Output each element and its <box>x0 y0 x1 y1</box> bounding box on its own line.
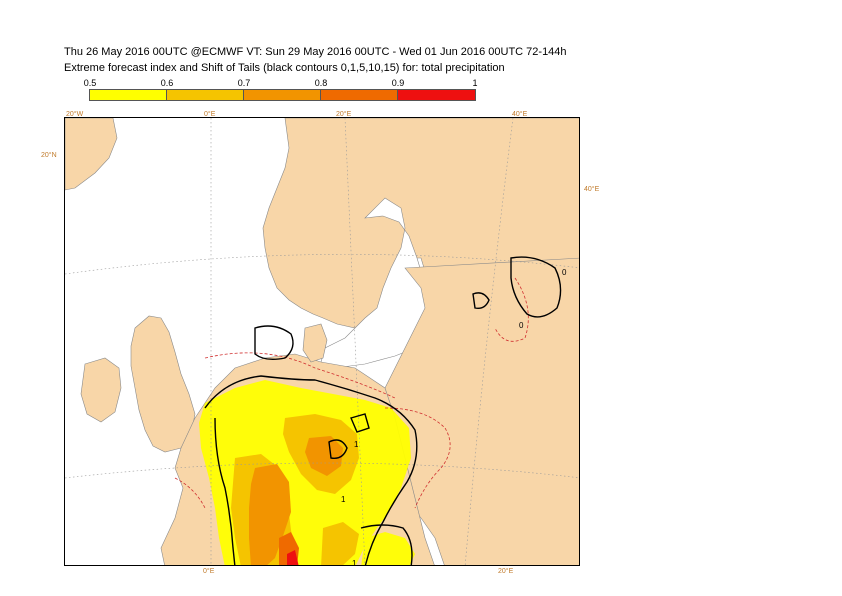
land-ireland <box>80 357 122 423</box>
grid-label-lat: 20°N <box>41 152 57 159</box>
efi-region-red <box>287 550 299 565</box>
contour-label: 0 <box>562 268 567 277</box>
efi-region-orange <box>305 436 343 476</box>
colorbar-tick-label: 0.9 <box>391 78 405 88</box>
colorbar-tick-label: 0.6 <box>160 78 174 88</box>
land-denmark <box>302 323 328 363</box>
grid-label-lon: 20°E <box>498 568 514 575</box>
contour-label: 1 <box>354 440 359 449</box>
efi-dashed-contours <box>174 277 529 509</box>
grid-label-lon: 0°E <box>204 111 216 118</box>
colorbar-tick-label: 0.7 <box>237 78 251 88</box>
grid-label-lon: 40°E <box>584 186 600 193</box>
grid-label-lon: 20°E <box>336 111 352 118</box>
graticule <box>65 118 579 565</box>
colorbar-segment <box>166 89 244 101</box>
efi-region-yellow-south <box>361 532 415 565</box>
colorbar-tick-label: 1 <box>472 78 478 88</box>
colorbar-segment <box>243 89 321 101</box>
chart-title-line2: Extreme forecast index and Shift of Tail… <box>64 62 505 74</box>
sot-contours <box>204 256 562 565</box>
contour-labels: 0 1 1 1 0 <box>341 268 567 566</box>
map-svg: 0 1 1 1 0 <box>65 118 579 566</box>
colorbar-segment <box>320 89 398 101</box>
colorbar-tick-label: 0.5 <box>83 78 97 88</box>
map-panel: 0 1 1 1 0 <box>64 117 580 566</box>
colorbar-segment <box>397 89 476 101</box>
grid-label-lon: 20°W <box>66 111 84 118</box>
contour-label: 1 <box>341 495 346 504</box>
colorbar-segment <box>89 89 167 101</box>
colorbar-tick-label: 0.8 <box>314 78 328 88</box>
contour-label: 1 <box>352 559 357 566</box>
contour-label: 0 <box>519 321 524 330</box>
chart-title-line1: Thu 26 May 2016 00UTC @ECMWF VT: Sun 29 … <box>64 46 567 58</box>
grid-label-lon: 0°E <box>203 568 215 575</box>
land-iceland <box>65 118 118 191</box>
efi-region-light-orange <box>321 522 359 565</box>
grid-label-lon: 40°E <box>512 111 528 118</box>
